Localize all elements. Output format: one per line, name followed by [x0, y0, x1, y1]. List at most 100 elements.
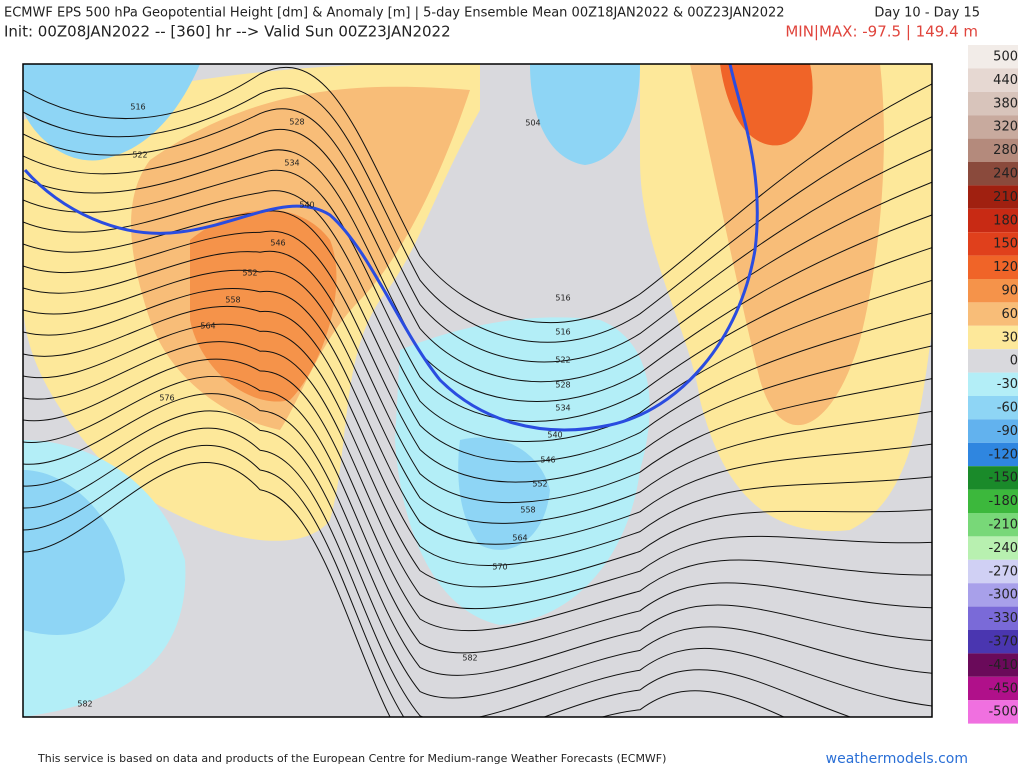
height-contour [23, 269, 932, 524]
contour-label: 570 [492, 563, 507, 572]
colorbar: 500 440 380 320 280 240 210 180 150 120 90 60 30 0 -30… [968, 45, 1018, 724]
map: 516 522 528 534 540 546 552 558 564 576 504 516 516 5… [23, 64, 932, 717]
contour-label: 504 [525, 119, 540, 128]
colorbar-swatch [968, 91, 1018, 116]
height-contour [23, 393, 932, 676]
height-contour [23, 376, 932, 654]
period: Day 10 - Day 15 [874, 6, 980, 21]
title: ECMWF EPS 500 hPa Geopotential Height [d… [4, 6, 785, 21]
colorbar-label: 150 [993, 237, 1018, 252]
height-contour [23, 358, 932, 632]
contour-label: 540 [547, 431, 562, 440]
contour-label: 558 [520, 506, 535, 515]
colorbar-swatch [968, 630, 1018, 654]
contour-label: 582 [77, 700, 92, 709]
colorbar-swatch [968, 302, 1018, 326]
colorbar-label: -330 [988, 611, 1018, 626]
colorbar-swatch [968, 208, 1018, 233]
height-contour [23, 341, 932, 610]
colorbar-swatch [968, 138, 1018, 162]
colorbar-label: 60 [1001, 307, 1018, 322]
contour-label: 516 [555, 328, 570, 337]
colorbar-label: -270 [988, 564, 1018, 579]
contour-label: 564 [200, 322, 215, 331]
colorbar-label: 30 [1001, 330, 1018, 345]
height-contour [23, 250, 932, 504]
colorbar-label: -500 [988, 705, 1018, 720]
height-contour [23, 169, 932, 422]
colorbar-label: -370 [988, 635, 1018, 650]
height-contour [23, 128, 932, 383]
colorbar-swatch [968, 45, 1018, 69]
contour-label: 546 [540, 456, 555, 465]
site[interactable]: weathermodels.com [826, 751, 968, 767]
colorbar-label: 90 [1001, 284, 1018, 299]
height-contour [23, 87, 932, 343]
credit: This service is based on data and produc… [37, 752, 666, 765]
contour-label: 558 [225, 296, 240, 305]
colorbar-label: 240 [993, 167, 1018, 182]
contour-label: 534 [284, 159, 299, 168]
colorbar-swatch [968, 513, 1018, 537]
height-contour [23, 427, 932, 717]
colorbar-swatch [968, 419, 1018, 443]
colorbar-label: 210 [993, 190, 1018, 205]
colorbar-label: -150 [988, 471, 1018, 486]
colorbar-swatch [968, 466, 1018, 490]
contour-label: 516 [130, 103, 145, 112]
height-contour [23, 67, 932, 324]
height-contour [23, 462, 786, 717]
minmax: MIN|MAX: -97.5 | 149.4 m [785, 23, 978, 41]
height-contour [23, 323, 932, 588]
contour-label: 564 [512, 534, 527, 543]
colorbar-swatch [968, 583, 1018, 607]
colorbar-swatch [968, 700, 1018, 724]
contour-label: 534 [555, 404, 570, 413]
colorbar-swatch [968, 279, 1018, 303]
colorbar-swatch [968, 442, 1018, 467]
contour-label: 540 [299, 201, 314, 210]
colorbar-swatch [968, 162, 1018, 186]
contour-label: 522 [555, 356, 570, 365]
colorbar-label: -60 [997, 401, 1018, 416]
colorbar-swatch [968, 536, 1018, 560]
colorbar-swatch [968, 349, 1018, 373]
colorbar-label: -210 [988, 518, 1018, 533]
colorbar-label: -120 [988, 447, 1018, 462]
colorbar-swatch [968, 606, 1018, 630]
height-contour [23, 108, 932, 363]
colorbar-label: 500 [993, 50, 1018, 65]
colorbar-swatch [968, 653, 1018, 677]
colorbar-label: 0 [1010, 354, 1018, 369]
colorbar-swatch [968, 489, 1018, 513]
contour-label: 576 [159, 394, 174, 403]
colorbar-label: 180 [993, 213, 1018, 228]
colorbar-swatch [968, 559, 1018, 584]
colorbar-label: -180 [988, 494, 1018, 509]
height-contour [23, 210, 932, 463]
contour-label: 546 [270, 239, 285, 248]
colorbar-swatch [968, 115, 1018, 139]
colorbar-label: 280 [993, 143, 1018, 158]
colorbar-swatch [968, 325, 1018, 350]
colorbar-label: -450 [988, 681, 1018, 696]
colorbar-swatch [968, 68, 1018, 92]
colorbar-label: 320 [993, 120, 1018, 135]
colorbar-label: -240 [988, 541, 1018, 556]
init: Init: 00Z08JAN2022 -- [360] hr --> Valid… [4, 23, 451, 41]
colorbar-label: -300 [988, 588, 1018, 603]
colorbar-swatch [968, 185, 1018, 209]
colorbar-label: -30 [997, 377, 1018, 392]
height-contour [23, 230, 932, 483]
colorbar-label: 440 [993, 73, 1018, 88]
height-contour [23, 190, 932, 442]
height-contour [23, 305, 932, 567]
contour-label: 552 [532, 480, 547, 489]
colorbar-label: 120 [993, 260, 1018, 275]
contour-label: 528 [555, 381, 570, 390]
contour-label: 552 [242, 269, 257, 278]
colorbar-swatch [968, 396, 1018, 420]
colorbar-label: 380 [993, 96, 1018, 111]
